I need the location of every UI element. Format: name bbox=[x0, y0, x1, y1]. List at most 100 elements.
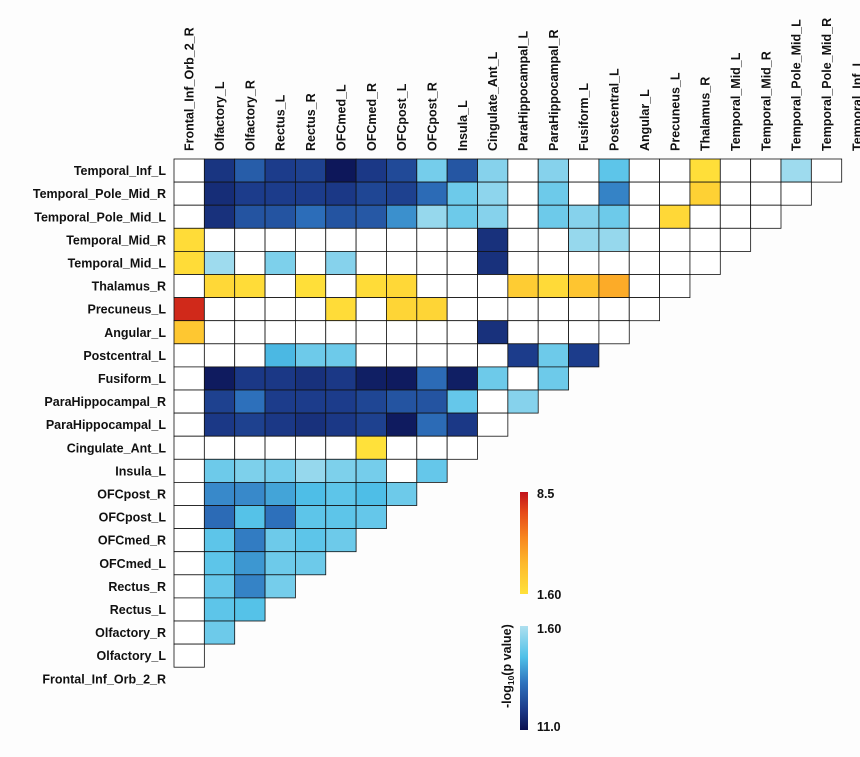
heatmap-cell bbox=[355, 481, 387, 506]
heatmap-cell bbox=[780, 158, 812, 183]
heatmap-cell bbox=[416, 320, 448, 345]
heatmap-cell bbox=[750, 204, 782, 229]
heatmap-cell bbox=[294, 343, 327, 368]
column-label: Insula_L bbox=[456, 100, 470, 151]
heatmap-cell bbox=[234, 574, 266, 599]
heatmap-cell bbox=[294, 412, 327, 437]
heatmap-cell bbox=[173, 574, 205, 599]
heatmap-cell bbox=[203, 227, 236, 252]
heatmap-cell bbox=[234, 551, 266, 576]
heatmap-cell bbox=[355, 458, 387, 483]
heatmap-cell bbox=[294, 227, 327, 252]
heatmap-cell bbox=[264, 481, 296, 506]
heatmap-cell bbox=[203, 458, 236, 483]
column-label: Angular_L bbox=[638, 89, 652, 151]
heatmap-cell bbox=[355, 181, 387, 206]
heatmap-cell bbox=[173, 620, 205, 645]
row-label: Thalamus_R bbox=[92, 280, 166, 294]
heatmap-cell bbox=[173, 597, 205, 622]
heatmap-cell bbox=[264, 412, 296, 437]
heatmap-cell bbox=[477, 389, 509, 414]
heatmap-cell bbox=[416, 181, 448, 206]
heatmap-cell bbox=[234, 274, 266, 299]
heatmap-cell bbox=[173, 274, 205, 299]
heatmap-cell bbox=[477, 366, 509, 391]
column-label: ParaHippocampal_R bbox=[547, 29, 561, 151]
heatmap-cell bbox=[264, 297, 296, 322]
heatmap-cell bbox=[477, 181, 509, 206]
heatmap-grid bbox=[173, 158, 843, 668]
heatmap-cell bbox=[507, 250, 539, 275]
heatmap-cell bbox=[446, 297, 478, 322]
heatmap-cell bbox=[355, 158, 387, 183]
heatmap-cell bbox=[203, 158, 236, 183]
heatmap-cell bbox=[325, 181, 357, 206]
heatmap-cell bbox=[507, 181, 539, 206]
heatmap-cell bbox=[568, 274, 600, 299]
heatmap-cell bbox=[537, 320, 569, 345]
heatmap-cell bbox=[325, 250, 357, 275]
row-label: Temporal_Mid_R bbox=[66, 233, 166, 247]
row-label: Insula_L bbox=[115, 464, 166, 478]
heatmap-cell bbox=[750, 181, 782, 206]
heatmap-cell bbox=[234, 204, 266, 229]
heatmap-cell bbox=[416, 435, 448, 460]
heatmap-cell bbox=[264, 343, 296, 368]
heatmap-cell bbox=[355, 435, 387, 460]
heatmap-cell bbox=[659, 204, 691, 229]
heatmap-cell bbox=[355, 250, 387, 275]
heatmap-cell bbox=[294, 250, 327, 275]
heatmap-cell bbox=[203, 366, 236, 391]
heatmap-cell bbox=[203, 551, 236, 576]
heatmap-cell bbox=[537, 158, 569, 183]
heatmap-cell bbox=[234, 597, 266, 622]
heatmap-cell bbox=[446, 250, 478, 275]
heatmap-cell bbox=[355, 505, 387, 530]
heatmap-cell bbox=[355, 320, 387, 345]
heatmap-cell bbox=[568, 320, 600, 345]
heatmap-cell bbox=[507, 389, 539, 414]
heatmap-cell bbox=[264, 528, 296, 553]
heatmap-cell bbox=[537, 274, 569, 299]
heatmap-cell bbox=[780, 181, 812, 206]
heatmap-cell bbox=[325, 481, 357, 506]
column-label: Rectus_L bbox=[274, 94, 288, 151]
column-label: Olfactory_R bbox=[243, 80, 257, 151]
heatmap-cell bbox=[446, 204, 478, 229]
heatmap-cell bbox=[416, 343, 448, 368]
heatmap-cell bbox=[689, 204, 721, 229]
row-label: Rectus_R bbox=[108, 580, 166, 594]
heatmap-cell bbox=[355, 366, 387, 391]
colorbar-pos-min-label: 1.60 bbox=[537, 588, 561, 602]
heatmap-cell bbox=[659, 158, 691, 183]
heatmap-cell bbox=[325, 412, 357, 437]
colorbar: 8.5 1.60 1.60 11.0 -log10(p value) bbox=[500, 487, 561, 734]
heatmap-cell bbox=[568, 181, 600, 206]
row-label: Rectus_L bbox=[110, 603, 167, 617]
heatmap-cell bbox=[507, 297, 539, 322]
heatmap-cell bbox=[173, 551, 205, 576]
heatmap-cell bbox=[628, 274, 661, 299]
heatmap-cell bbox=[234, 458, 266, 483]
heatmap-cell bbox=[173, 412, 205, 437]
heatmap-cell bbox=[416, 204, 448, 229]
column-label: Cingulate_Ant_L bbox=[486, 51, 500, 151]
heatmap-cell bbox=[173, 458, 205, 483]
heatmap-cell bbox=[325, 227, 357, 252]
row-label: Precuneus_L bbox=[87, 303, 166, 317]
heatmap-cell bbox=[264, 320, 296, 345]
heatmap-cell bbox=[264, 505, 296, 530]
heatmap-cell bbox=[355, 389, 387, 414]
heatmap-cell bbox=[264, 458, 296, 483]
heatmap-cell bbox=[598, 158, 630, 183]
heatmap-cell bbox=[446, 227, 478, 252]
heatmap-cell bbox=[386, 227, 418, 252]
heatmap-cell bbox=[568, 250, 600, 275]
colorbar-negative bbox=[520, 626, 528, 730]
heatmap-cell bbox=[477, 274, 509, 299]
column-label: Olfactory_L bbox=[213, 81, 227, 151]
heatmap-cell bbox=[264, 274, 296, 299]
colorbar-positive bbox=[520, 492, 528, 594]
heatmap-cell bbox=[264, 366, 296, 391]
heatmap-cell bbox=[537, 204, 569, 229]
